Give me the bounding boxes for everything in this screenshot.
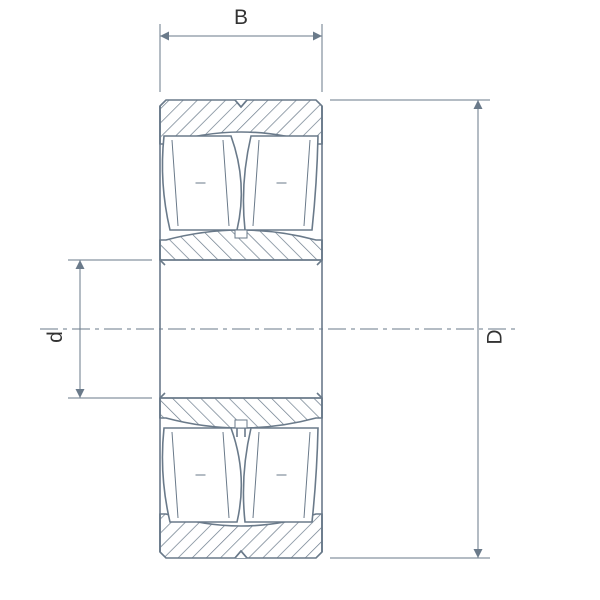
dimension-label-bore: d (44, 331, 68, 343)
dimension-label-width: B (234, 6, 248, 30)
bearing-drawing (0, 0, 600, 600)
dimension-label-outer: D (484, 329, 508, 344)
